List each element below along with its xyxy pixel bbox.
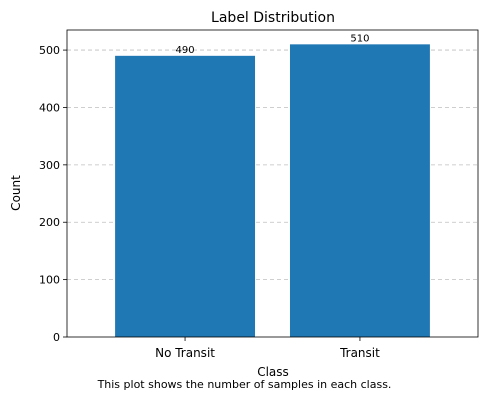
y-tick-label: 400 (39, 101, 60, 114)
bar (115, 55, 256, 338)
x-tick-label: Transit (339, 346, 380, 360)
chart-caption: This plot shows the number of samples in… (97, 378, 392, 391)
data-label: 490 (176, 45, 195, 56)
data-labels: 490 510 (176, 33, 370, 55)
chart-title: Label Distribution (211, 10, 335, 26)
x-axis-label: Class (257, 365, 289, 379)
plot-frame (66, 29, 479, 338)
y-tick-label: 0 (53, 331, 60, 344)
bars (115, 44, 430, 338)
y-tick-label: 200 (39, 216, 60, 229)
y-tick-label: 100 (39, 274, 60, 287)
x-tick-label: No Transit (155, 346, 215, 360)
y-tick-label: 500 (39, 44, 60, 57)
y-tick-label: 300 (39, 159, 60, 172)
bar (289, 44, 430, 337)
axes: 0 100 200 300 400 500 No Transit Transit (39, 29, 479, 360)
gridlines (67, 49, 478, 281)
data-label: 510 (350, 33, 369, 44)
y-axis-label: Count (9, 175, 23, 211)
